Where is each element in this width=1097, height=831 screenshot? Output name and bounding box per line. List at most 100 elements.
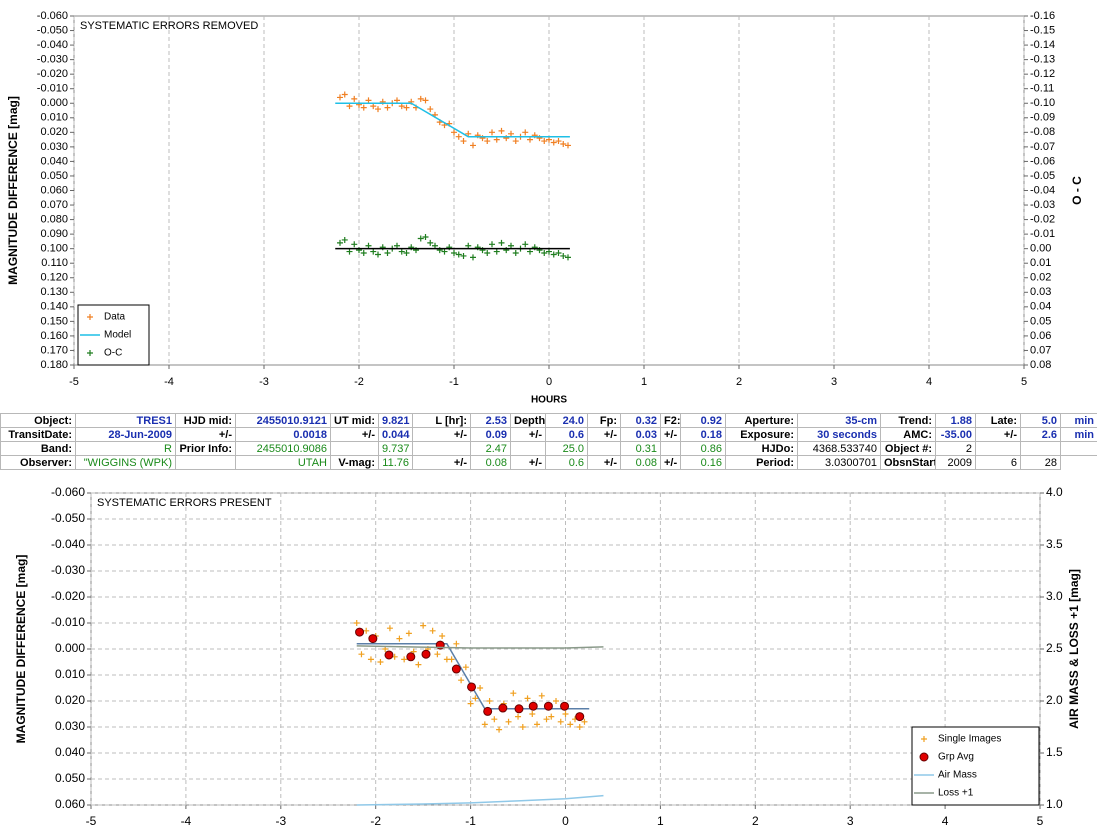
- y-axis-label: MAGNITUDE DIFFERENCE [mag]: [14, 555, 28, 744]
- point: [484, 138, 491, 145]
- x-tick-label: -4: [164, 376, 174, 388]
- y2-tick-label: 2.5: [1046, 641, 1063, 655]
- y2-tick-label: 2.0: [1046, 693, 1063, 707]
- y-tick-label: 0.000: [55, 641, 85, 655]
- table-cell: +/-: [510, 455, 546, 470]
- table-cell: 2: [935, 441, 976, 456]
- point: [515, 713, 522, 720]
- y-tick-label: 0.000: [40, 97, 68, 109]
- y-tick-label: 0.050: [40, 170, 68, 182]
- point: [534, 721, 541, 728]
- y2-tick-label: 3.0: [1046, 589, 1063, 603]
- point: [467, 682, 477, 692]
- point: [555, 250, 562, 257]
- y2-tick-label: -0.10: [1030, 97, 1055, 109]
- point: [360, 250, 367, 257]
- table-cell: 0.31: [620, 441, 661, 456]
- point: [543, 701, 553, 711]
- legend-symbol: [921, 736, 927, 742]
- point: [529, 711, 536, 717]
- point: [398, 103, 405, 110]
- point: [560, 252, 567, 259]
- y-tick-label: 0.180: [40, 359, 68, 371]
- point: [522, 129, 529, 136]
- legend-label: O-C: [104, 348, 122, 359]
- y2-tick-label: 0.01: [1030, 257, 1051, 269]
- x-tick-label: 3: [831, 376, 837, 388]
- y-tick-label: -0.040: [51, 537, 85, 551]
- y-tick-label: 0.020: [55, 693, 85, 707]
- y2-axis-label: O - C: [1070, 176, 1084, 205]
- point: [363, 627, 370, 634]
- y-tick-label: 0.050: [55, 771, 85, 785]
- point: [434, 651, 441, 658]
- y2-tick-label: -0.01: [1030, 228, 1055, 240]
- table-cell: [975, 441, 1021, 456]
- table-cell: +/-: [330, 427, 379, 442]
- point: [421, 649, 431, 659]
- chart-title: SYSTEMATIC ERRORS PRESENT: [97, 497, 272, 509]
- table-cell: [175, 455, 236, 470]
- y-tick-label: 0.070: [40, 199, 68, 211]
- table-cell: 9.821: [378, 413, 413, 428]
- point: [543, 716, 550, 723]
- table-cell: [510, 441, 546, 456]
- table-cell: 2455010.9121: [235, 413, 331, 428]
- x-tick-label: -3: [259, 376, 269, 388]
- point: [576, 724, 583, 730]
- point: [429, 627, 436, 634]
- y-tick-label: 0.100: [40, 243, 68, 255]
- point: [465, 242, 472, 249]
- point: [337, 239, 343, 246]
- table-cell: HJDo:: [725, 441, 798, 456]
- table-cell: 28-Jun-2009: [75, 427, 176, 442]
- table-row: Object: TRES1 HJD mid: 2455010.9121 UT mid: 9…: [0, 413, 1097, 428]
- legend-symbol: [919, 752, 929, 762]
- y2-tick-label: -0.13: [1030, 54, 1055, 66]
- y-tick-label: -0.060: [37, 10, 68, 22]
- series-line: [335, 102, 570, 138]
- y2-tick-label: 0.05: [1030, 315, 1051, 327]
- table-cell: 2009: [935, 455, 976, 470]
- y2-tick-label: 0.02: [1030, 272, 1051, 284]
- point: [519, 724, 526, 730]
- point: [394, 97, 400, 104]
- y2-tick-label: -0.11: [1030, 83, 1054, 95]
- point: [455, 133, 462, 140]
- y2-tick-label: -0.14: [1030, 39, 1055, 51]
- table-cell: 30 seconds: [797, 427, 881, 442]
- point: [384, 650, 394, 660]
- table-cell: 9.737: [378, 441, 413, 456]
- point: [415, 661, 422, 668]
- y2-tick-label: 0.07: [1030, 344, 1051, 356]
- table-cell: 4368.533740: [797, 441, 881, 456]
- point: [360, 104, 367, 111]
- table-cell: TRES1: [75, 413, 176, 428]
- table-cell: 0.86: [680, 441, 726, 456]
- y-tick-label: 0.110: [41, 257, 68, 269]
- table-cell: 1.88: [935, 413, 976, 428]
- table-cell: AMC:: [880, 427, 936, 442]
- table-cell: [412, 441, 471, 456]
- table-cell: Period:: [725, 455, 798, 470]
- point: [562, 711, 569, 717]
- point: [481, 721, 488, 728]
- point: [422, 234, 429, 241]
- table-cell: UT mid:: [330, 413, 379, 428]
- table-cell: [1060, 441, 1097, 456]
- point: [367, 656, 374, 663]
- point: [451, 664, 461, 674]
- y-tick-label: 0.060: [40, 184, 68, 196]
- table-cell: Object #:: [880, 441, 936, 456]
- y2-tick-label: -0.02: [1030, 213, 1055, 225]
- table-cell: 2455010.9086: [235, 441, 331, 456]
- table-cell: 28: [1020, 455, 1061, 470]
- point: [353, 620, 360, 626]
- y-tick-label: -0.060: [51, 485, 85, 499]
- point: [406, 652, 416, 662]
- legend-label: Loss +1: [938, 788, 974, 799]
- point: [451, 250, 457, 257]
- table-cell: V-mag:: [330, 455, 379, 470]
